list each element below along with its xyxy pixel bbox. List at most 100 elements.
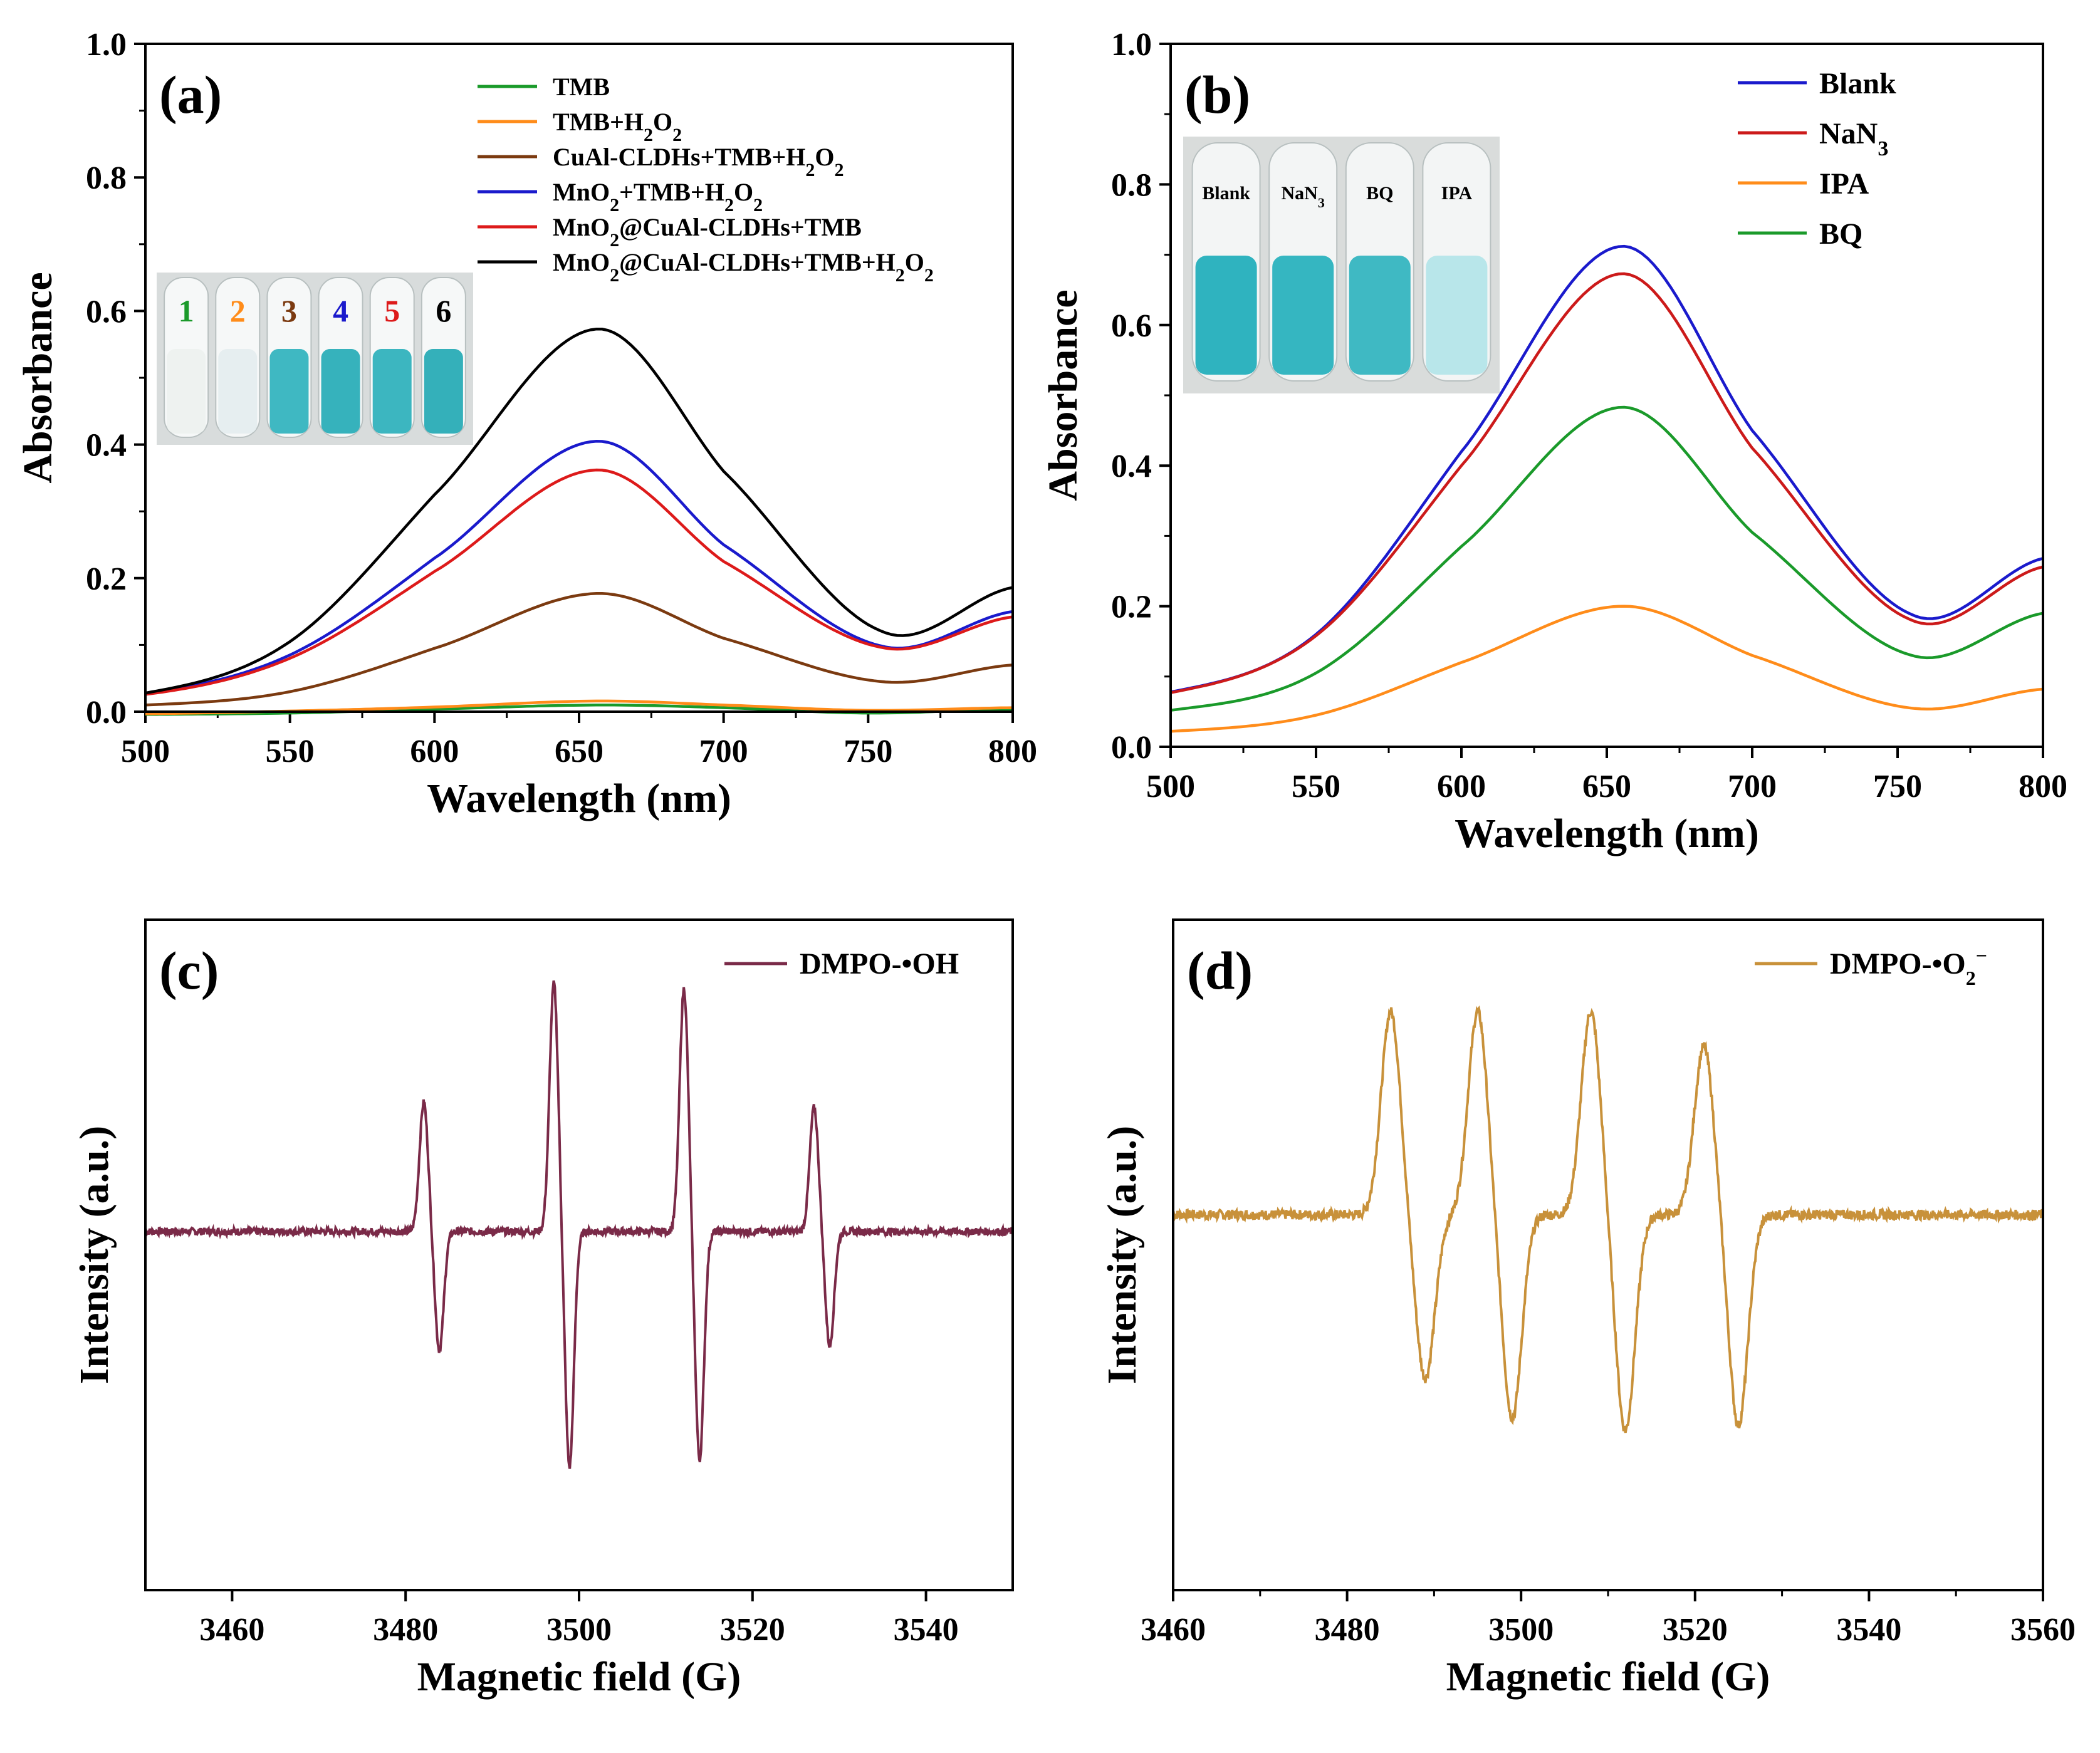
x-tick-label: 800 — [988, 734, 1037, 769]
legend-label: MnO2+TMB+H2O2 — [553, 178, 763, 216]
x-tick-label: 3540 — [1836, 1612, 1901, 1648]
inset-photo — [157, 273, 473, 445]
vial-number: 4 — [333, 293, 348, 328]
y-axis-label: Intensity (a.u.) — [1099, 1126, 1145, 1385]
vial-liquid — [424, 349, 463, 434]
legend-label: DMPO-•OH — [800, 947, 959, 981]
panel-label: (b) — [1184, 65, 1250, 125]
legend-label: DMPO-•O2− — [1830, 944, 1987, 989]
plot-frame — [144, 918, 1014, 1591]
x-tick-label: 3500 — [546, 1612, 612, 1648]
y-tick-label: 0.6 — [86, 294, 127, 330]
y-axis-label: Absorbance — [15, 272, 61, 483]
legend-label: NaN3 — [1819, 117, 1888, 160]
vial-liquid — [167, 349, 206, 434]
x-tick-label: 3540 — [894, 1612, 959, 1648]
legend-label: BQ — [1819, 217, 1862, 251]
legend-label: MnO2@CuAl-CLDHs+TMB+H2O2 — [553, 248, 934, 286]
x-tick-label: 750 — [1873, 769, 1922, 804]
x-tick-label: 750 — [844, 734, 892, 769]
x-tick-label: 600 — [410, 734, 459, 769]
series-line-6 — [145, 327, 1013, 695]
x-tick-label: 650 — [1582, 769, 1631, 804]
vial-number: 1 — [179, 293, 194, 328]
x-tick-label: 800 — [2019, 769, 2067, 804]
plot-frame — [1172, 918, 2044, 1591]
y-axis-label: Intensity (a.u.) — [71, 1126, 117, 1385]
y-tick-label: 0.4 — [86, 428, 127, 464]
vial-liquid — [1349, 256, 1411, 375]
x-tick-label: 3500 — [1488, 1612, 1554, 1648]
series-line-1 — [145, 704, 1013, 716]
x-axis-label: Wavelength (nm) — [427, 776, 731, 821]
x-tick-label: 3460 — [1141, 1612, 1206, 1648]
panel-label: (c) — [159, 940, 219, 1001]
vial-label: BQ — [1366, 183, 1393, 204]
series-line-2 — [1170, 272, 2044, 694]
series-line-3 — [1170, 605, 2044, 733]
x-tick-label: 500 — [121, 734, 170, 769]
x-axis-label: Magnetic field (G) — [417, 1654, 741, 1700]
legend-label: IPA — [1819, 167, 1869, 200]
x-tick-label: 3480 — [1315, 1612, 1380, 1648]
y-tick-label: 0.0 — [86, 695, 127, 731]
x-tick-label: 650 — [555, 734, 603, 769]
y-tick-label: 0.8 — [86, 160, 127, 196]
vial-liquid — [1195, 256, 1257, 375]
legend-label: TMB+H2O2 — [553, 108, 682, 145]
vial-label: Blank — [1202, 183, 1250, 204]
x-tick-label: 700 — [1728, 769, 1777, 804]
panel-label: (d) — [1187, 940, 1253, 1001]
plot-frame — [144, 43, 1014, 713]
series-line-4 — [1170, 405, 2044, 712]
x-tick-label: 3480 — [373, 1612, 438, 1648]
y-tick-label: 1.0 — [86, 27, 127, 63]
x-tick-label: 700 — [699, 734, 748, 769]
vial-number: 3 — [281, 293, 297, 328]
vial-number: 2 — [230, 293, 246, 328]
series-line-3 — [145, 592, 1013, 707]
x-axis-label: Magnetic field (G) — [1446, 1654, 1770, 1700]
x-tick-label: 3560 — [2010, 1612, 2076, 1648]
epr-spectrum-line — [144, 980, 1014, 1469]
vial-liquid — [1272, 256, 1334, 375]
vial-liquid — [218, 349, 258, 434]
panel-b: 500 550 600 650 700 750 800 0.0 0.2 0.4 0.6 0.8 1.0 W… — [1040, 27, 2067, 856]
y-tick-label: 0.8 — [1111, 167, 1152, 203]
vial-liquid — [321, 349, 360, 434]
legend-label: CuAl-CLDHs+TMB+H2O2 — [553, 143, 844, 180]
legend-label: Blank — [1819, 67, 1896, 100]
panel-c: 3460 3480 3500 3520 3540 Magnetic field (G) In… — [71, 918, 1014, 1700]
y-tick-label: 0.0 — [1111, 730, 1152, 766]
x-tick-label: 550 — [1292, 769, 1340, 804]
vial-label: NaN3 — [1282, 183, 1325, 211]
x-axis-label: Wavelength (nm) — [1455, 811, 1759, 856]
y-tick-label: 0.2 — [86, 561, 127, 597]
y-tick-label: 0.2 — [1111, 590, 1152, 625]
y-tick-label: 0.6 — [1111, 308, 1152, 344]
legend-label: TMB — [553, 73, 610, 101]
vial-liquid — [269, 349, 309, 434]
vial-number: 5 — [384, 293, 400, 328]
y-tick-label: 1.0 — [1111, 27, 1152, 63]
x-tick-label: 600 — [1437, 769, 1486, 804]
x-tick-label: 3460 — [199, 1612, 264, 1648]
panel-a: 500 550 600 650 700 750 800 0.0 0.2 0.4 0.6 0.8 1.0 W… — [15, 27, 1037, 821]
y-tick-label: 0.4 — [1111, 449, 1152, 484]
epr-spectrum-line — [1172, 1005, 2044, 1433]
vial-label: IPA — [1441, 183, 1473, 204]
panel-d: 3460 3480 3500 3520 3540 3560 Magnetic field (… — [1099, 918, 2076, 1700]
vial-number: 6 — [436, 293, 451, 328]
plot-frame — [1169, 43, 2044, 748]
series-line-5 — [145, 468, 1013, 696]
panel-label: (a) — [159, 65, 222, 125]
legend-label: MnO2@CuAl-CLDHs+TMB — [553, 213, 862, 251]
x-tick-label: 3520 — [720, 1612, 785, 1648]
series-line-4 — [145, 440, 1013, 695]
x-tick-label: 500 — [1146, 769, 1195, 804]
y-axis-label: Absorbance — [1040, 289, 1086, 501]
x-tick-label: 550 — [266, 734, 315, 769]
vial-liquid — [372, 349, 412, 434]
vial-liquid — [1426, 256, 1488, 375]
